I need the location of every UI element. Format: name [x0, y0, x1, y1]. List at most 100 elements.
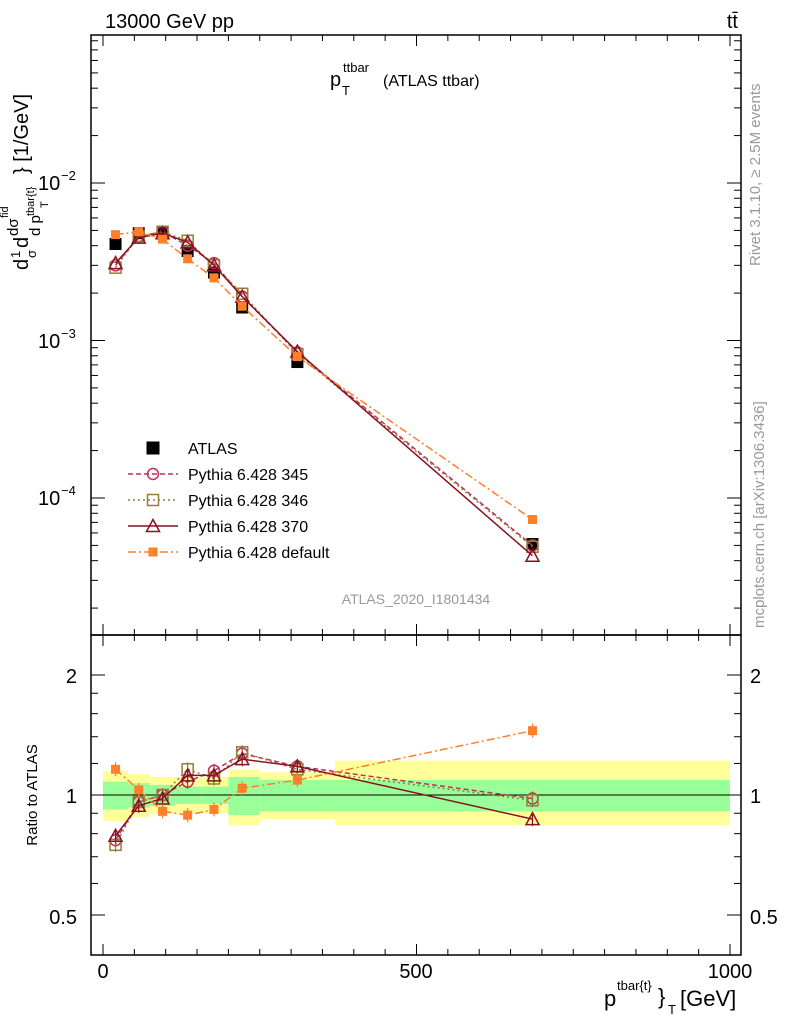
legend: ATLAS Pythia 6.428 345 Pythia 6.428 346 Pyt…: [128, 441, 330, 562]
svg-text:(ATLAS ttbar): (ATLAS ttbar): [383, 73, 480, 90]
svg-text:1: 1: [750, 786, 761, 808]
legend-label: Pythia 6.428 default: [188, 545, 330, 562]
data-point: [158, 234, 168, 244]
svg-text:−4: −4: [61, 483, 76, 498]
svg-text:0: 0: [97, 961, 108, 983]
rivet-label: Rivet 3.1.10, ≥ 2.5M events: [747, 84, 764, 267]
svg-text:10: 10: [38, 488, 60, 510]
inner-band-bin: [228, 776, 260, 816]
ratio-point: [179, 767, 196, 782]
ratio-series-pythia-6-428-370: [107, 751, 541, 843]
svg-text:2: 2: [750, 666, 761, 688]
svg-text:tbar{t}: tbar{t}: [25, 186, 37, 216]
data-point: [526, 540, 539, 554]
svg-text:−3: −3: [61, 326, 76, 341]
svg-text:tbar{t}: tbar{t}: [617, 978, 652, 993]
legend-entry: ATLAS: [146, 441, 238, 458]
ratio-point: [209, 804, 219, 814]
data-point: [527, 515, 537, 525]
svg-text:500: 500: [399, 961, 432, 983]
svg-text:10: 10: [38, 331, 60, 353]
data-point: [206, 257, 222, 272]
data-point: [109, 237, 122, 250]
process-label: tt̄: [727, 11, 739, 33]
svg-text:σ: σ: [24, 250, 39, 258]
data-point: [292, 352, 302, 362]
legend-entry: Pythia 6.428 345: [128, 467, 308, 484]
ratio-point: [524, 811, 541, 826]
axis-ticks: [91, 35, 741, 955]
svg-text:T: T: [39, 201, 51, 208]
ratio-point: [289, 758, 306, 773]
data-point: [235, 287, 249, 301]
ratio-point: [130, 797, 147, 812]
plot-title: p ttbar T (ATLAS ttbar): [330, 60, 480, 98]
svg-text:0.5: 0.5: [49, 907, 77, 929]
svg-text:d p: d p: [27, 215, 44, 236]
y-tick-label-1e-3: 10 −3: [38, 326, 76, 353]
legend-marker: [146, 493, 160, 507]
legend-marker: [146, 441, 160, 455]
ratio-point: [154, 790, 171, 805]
svg-text:}: }: [658, 984, 665, 1009]
y-tick-label-1e-4: 10 −4: [38, 483, 76, 510]
mcplots-label: mcplots.cern.ch [arXiv:1306.3436]: [751, 401, 768, 628]
svg-text:−2: −2: [61, 168, 76, 183]
legend-marker: [148, 547, 158, 557]
svg-text:1: 1: [66, 786, 77, 808]
ratio-point: [234, 751, 250, 766]
series-atlas: [109, 225, 539, 551]
x-axis-title: p tbar{t} } T [GeV]: [604, 978, 736, 1017]
ratio-point: [292, 775, 302, 785]
legend-label: Pythia 6.428 346: [188, 493, 308, 510]
legend-entry: Pythia 6.428 346: [128, 493, 308, 510]
ratio-line: [114, 758, 533, 837]
ratio-point: [237, 783, 247, 793]
series-line: [115, 231, 533, 521]
svg-text:p: p: [604, 986, 616, 1011]
svg-text:d: d: [11, 237, 33, 248]
series-pythia-6-428-default: [111, 227, 537, 525]
svg-text:fid: fid: [0, 206, 11, 218]
energy-label: 13000 GeV pp: [105, 11, 234, 33]
legend-marker: [145, 517, 161, 533]
y-tick-label-1e-2: 10 −2: [38, 168, 76, 195]
ratio-point: [526, 794, 539, 807]
legend-label: Pythia 6.428 370: [188, 519, 308, 536]
svg-text:T: T: [668, 1002, 676, 1017]
legend-label: ATLAS: [188, 441, 238, 458]
svg-text:1000: 1000: [708, 961, 753, 983]
series-pythia-6-428-370: [107, 225, 541, 562]
series-pythia-6-428-345: [109, 225, 539, 552]
ratio-y-axis-title: Ratio to ATLAS: [24, 744, 41, 845]
y-axis-title: d 1 σ d dσ fid d p tbar{t} T } [1/GeV]: [0, 94, 51, 270]
data-point: [130, 229, 147, 244]
data-point: [183, 254, 193, 264]
data-point: [524, 547, 541, 562]
ratio-point: [111, 764, 121, 774]
legend-entry: Pythia 6.428 370: [128, 517, 308, 536]
svg-text:p: p: [330, 69, 341, 91]
ratio-point: [206, 767, 222, 782]
data-point: [209, 273, 219, 283]
ratio-point: [527, 726, 537, 736]
ratio-series-pythia-6-428-default: [111, 723, 537, 823]
svg-text:ttbar: ttbar: [343, 60, 370, 75]
analysis-watermark: ATLAS_2020_I1801434: [342, 591, 491, 607]
ratio-y-tick-labels: 2 1 0.5 2 1 0.5: [49, 666, 778, 929]
ratio-line: [114, 752, 533, 841]
data-point: [111, 230, 121, 240]
data-point: [237, 301, 247, 311]
ratio-point: [183, 810, 193, 820]
main-panel-series: [107, 225, 541, 562]
svg-text:T: T: [342, 83, 350, 98]
svg-text:dσ: dσ: [5, 218, 22, 236]
svg-text:2: 2: [66, 666, 77, 688]
ratio-point: [158, 806, 168, 816]
inner-band-bin: [103, 781, 129, 810]
svg-text:d: d: [11, 259, 33, 270]
svg-text:0.5: 0.5: [750, 907, 778, 929]
series-line: [114, 231, 533, 546]
legend-label: Pythia 6.428 345: [188, 467, 308, 484]
